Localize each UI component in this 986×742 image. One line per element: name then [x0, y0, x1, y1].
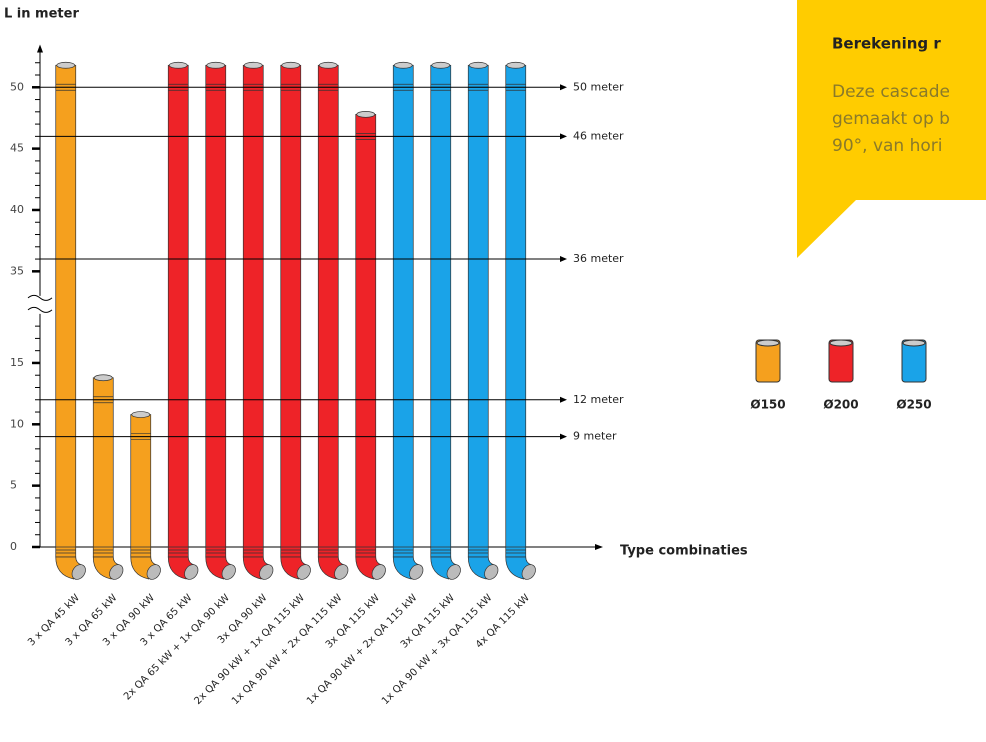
bar [205, 64, 227, 558]
pipe [355, 111, 386, 580]
pipe-end [521, 564, 536, 580]
pipe-end [334, 564, 349, 580]
callout-text: Deze cascade [832, 82, 950, 102]
x-axis-title: Type combinaties [620, 544, 748, 559]
pipe [392, 61, 424, 580]
pipe-cap [56, 61, 76, 69]
bar [280, 64, 302, 558]
pipe-end [109, 564, 124, 580]
reference-arrow [560, 256, 567, 263]
pipe [92, 374, 124, 580]
pipe-end [484, 564, 499, 580]
pipe-cap [318, 61, 338, 69]
pipe-cap [356, 111, 376, 118]
pipe-cap [506, 61, 526, 69]
bar [430, 64, 452, 558]
y-tick-label: 10 [10, 417, 24, 430]
pipe-cap [281, 61, 301, 69]
pipe [467, 61, 499, 580]
pipe-cap [468, 61, 488, 69]
bar [317, 64, 339, 558]
reference-label: 9 meter [573, 430, 617, 443]
pipe-end [146, 564, 161, 580]
pipe [505, 61, 536, 580]
y-tick-label: 0 [10, 540, 17, 553]
bar [392, 64, 414, 558]
y-tick-label: 40 [10, 203, 24, 216]
pipe [130, 411, 161, 580]
bar [130, 414, 152, 558]
y-axis-arrow [37, 44, 43, 53]
pipe [55, 61, 86, 580]
y-tick-label: 50 [10, 80, 24, 93]
pipe-cap [206, 61, 226, 69]
bar [242, 64, 264, 558]
callout-text: gemaakt op b [832, 109, 950, 129]
bar [55, 64, 77, 558]
pipe-cap [168, 61, 188, 69]
reference-arrow [560, 133, 567, 140]
pipe-end [184, 564, 199, 580]
bar [92, 377, 114, 558]
reference-arrow [560, 396, 567, 403]
legend-swatch-cap [756, 339, 780, 347]
pipe-end [446, 564, 461, 580]
pipe-end [409, 564, 424, 580]
pipe [167, 61, 199, 580]
pipe [430, 61, 461, 580]
pipe-end [296, 564, 311, 580]
reference-arrow [560, 433, 567, 440]
x-axis-arrow [595, 544, 603, 550]
pipe-end [221, 564, 236, 580]
reference-label: 36 meter [573, 252, 624, 265]
legend-label: Ø200 [823, 398, 858, 412]
y-axis-title: L in meter [4, 7, 79, 22]
pipe-end [371, 564, 386, 580]
reference-label: 12 meter [573, 393, 624, 406]
pipe-end [71, 564, 86, 580]
pipe [205, 61, 236, 580]
pipe-end [259, 564, 274, 580]
pipe-cap [393, 61, 413, 69]
bar [355, 114, 377, 558]
pipe [317, 61, 349, 580]
callout-text: 90°, van hori [832, 136, 942, 156]
legend-swatch-cap [829, 339, 853, 347]
legend-label: Ø250 [896, 398, 931, 412]
pipe-cap [243, 61, 263, 69]
bar [505, 64, 527, 558]
bar [467, 64, 489, 558]
pipe [280, 61, 311, 580]
reference-arrow [560, 84, 567, 91]
pipe [242, 61, 274, 580]
y-tick-label: 5 [10, 479, 17, 492]
bar [167, 64, 189, 558]
callout-title: Berekening r [832, 35, 941, 53]
axis-break [27, 294, 53, 313]
y-tick-label: 45 [10, 142, 24, 155]
pipe-cap [131, 411, 151, 418]
y-tick-label: 15 [10, 356, 24, 369]
y-tick-label: 35 [10, 264, 24, 277]
pipe-cap [431, 61, 451, 69]
legend-label: Ø150 [750, 398, 785, 412]
legend-swatch-cap [902, 339, 926, 347]
reference-label: 46 meter [573, 129, 624, 142]
pipe-cap [93, 374, 113, 382]
callout-box [797, 0, 986, 258]
reference-label: 50 meter [573, 80, 624, 93]
